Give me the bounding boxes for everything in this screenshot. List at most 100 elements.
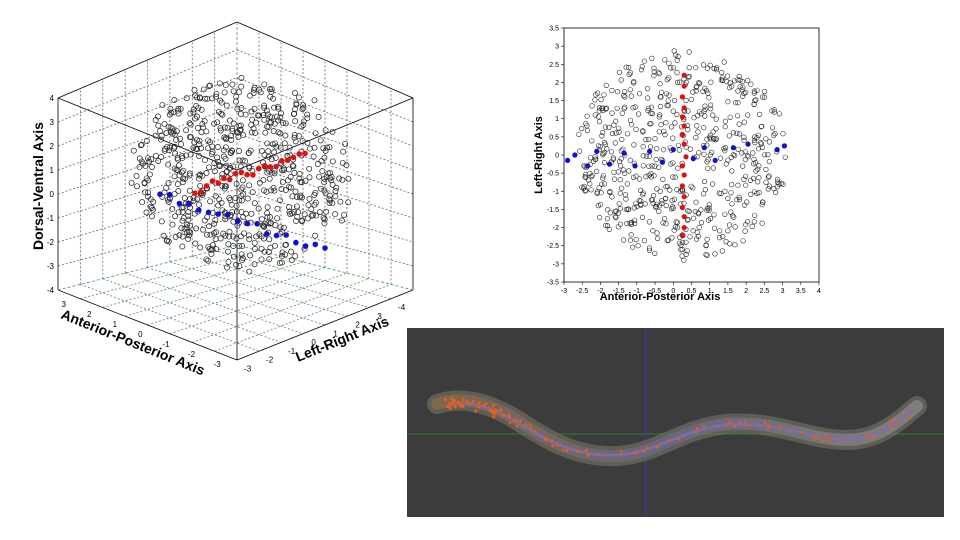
cloud-point <box>627 87 633 93</box>
cloud-point <box>238 75 245 81</box>
cloud-point <box>698 220 705 226</box>
cloud-point <box>192 115 199 122</box>
cloud-point <box>308 206 315 213</box>
cloud-point <box>657 188 663 194</box>
cloud-point <box>291 170 298 176</box>
cloud-point <box>626 168 632 174</box>
nucleus-point <box>695 430 698 434</box>
red-point <box>290 154 297 161</box>
nucleus-point <box>528 423 532 427</box>
cloud-point <box>179 209 186 216</box>
series-point <box>679 232 685 238</box>
nucleus-point <box>450 397 454 401</box>
cloud-point <box>275 103 282 110</box>
cloud-point <box>247 252 254 259</box>
cloud-point <box>213 93 220 100</box>
cloud-point <box>729 201 735 207</box>
cloud-point <box>772 130 778 137</box>
cloud-point <box>329 181 336 188</box>
cloud-point <box>576 131 582 137</box>
cloud-point <box>158 154 165 160</box>
cloud-point <box>165 198 172 205</box>
grid-line <box>169 261 348 317</box>
series-point <box>730 145 736 151</box>
cloud-point <box>340 148 347 155</box>
cloud-point <box>720 233 726 240</box>
cloud-point <box>620 167 626 173</box>
scatter-3d-plot: 4 3 2 1 0 -1 -2 -3 -4 3 2 1 0 -1 -2 -3 -3 -2 -1 0 1 2 3 -4 Dors… <box>30 21 414 378</box>
cloud-point <box>721 146 727 152</box>
cloud-point <box>242 111 249 118</box>
cloud-point <box>760 94 766 100</box>
cloud-point <box>179 217 186 224</box>
cloud-point <box>207 231 214 238</box>
cloud-point <box>187 121 194 128</box>
cloud-point <box>261 102 268 109</box>
cloud-point <box>193 225 200 232</box>
cloud-point <box>705 165 711 171</box>
cloud-point <box>659 200 665 206</box>
cloud-point <box>306 165 313 172</box>
cloud-point <box>603 106 609 112</box>
nucleus-point <box>561 449 565 452</box>
y-tick-label: 1 <box>555 116 559 123</box>
cloud-point <box>136 164 143 171</box>
cloud-point <box>671 48 677 54</box>
cloud-point <box>238 105 245 111</box>
cloud-point <box>312 130 319 137</box>
cloud-point <box>261 104 268 111</box>
nucleus-point <box>443 397 448 401</box>
cloud-point <box>236 242 243 249</box>
cloud-point <box>717 228 723 234</box>
cloud-point <box>198 106 205 113</box>
cloud-point <box>694 229 700 235</box>
cloud-point <box>222 155 229 162</box>
cloud-point <box>233 235 240 242</box>
cloud-point <box>179 233 186 240</box>
y-tick-label: -2.5 <box>547 243 559 250</box>
cloud-point <box>288 248 295 255</box>
cloud-point <box>180 167 187 174</box>
cloud-point <box>212 193 219 200</box>
cloud-point <box>133 173 140 180</box>
cloud-point <box>185 212 192 219</box>
cloud-point <box>650 228 656 234</box>
cloud-point <box>282 132 289 139</box>
cloud-point <box>282 120 289 127</box>
cloud-point <box>308 212 315 219</box>
nucleus-point <box>738 420 742 423</box>
cloud-point <box>732 78 738 84</box>
cloud-point <box>300 102 307 109</box>
cloud-point <box>282 251 289 258</box>
cloud-point <box>609 110 615 116</box>
cloud-point <box>222 216 229 223</box>
cloud-point <box>286 204 293 211</box>
cloud-point <box>168 129 174 136</box>
cloud-point <box>271 170 278 177</box>
cloud-point <box>679 246 685 253</box>
cloud-point <box>766 183 772 189</box>
cloud-point <box>618 77 624 83</box>
x-tick-label: 3 <box>781 288 785 295</box>
cloud-point <box>603 222 609 228</box>
cloud-point <box>630 174 637 180</box>
nucleus-point <box>519 419 522 423</box>
cloud-point <box>672 174 678 180</box>
cloud-point <box>230 243 237 249</box>
nucleus-point <box>869 436 873 439</box>
cloud-point <box>666 75 672 81</box>
cloud-point <box>206 223 213 230</box>
cloud-point <box>264 213 271 220</box>
cloud-point <box>667 187 673 193</box>
nucleus-point <box>524 423 528 426</box>
grid-line <box>147 267 326 326</box>
cloud-point <box>754 87 760 93</box>
cloud-point <box>239 197 245 204</box>
cloud-point <box>310 153 317 160</box>
cloud-point <box>258 256 265 263</box>
cloud-point <box>646 136 652 143</box>
cloud-point <box>215 162 222 169</box>
cloud-point <box>727 114 733 120</box>
cloud-point <box>343 162 350 169</box>
cloud-point <box>609 87 615 94</box>
